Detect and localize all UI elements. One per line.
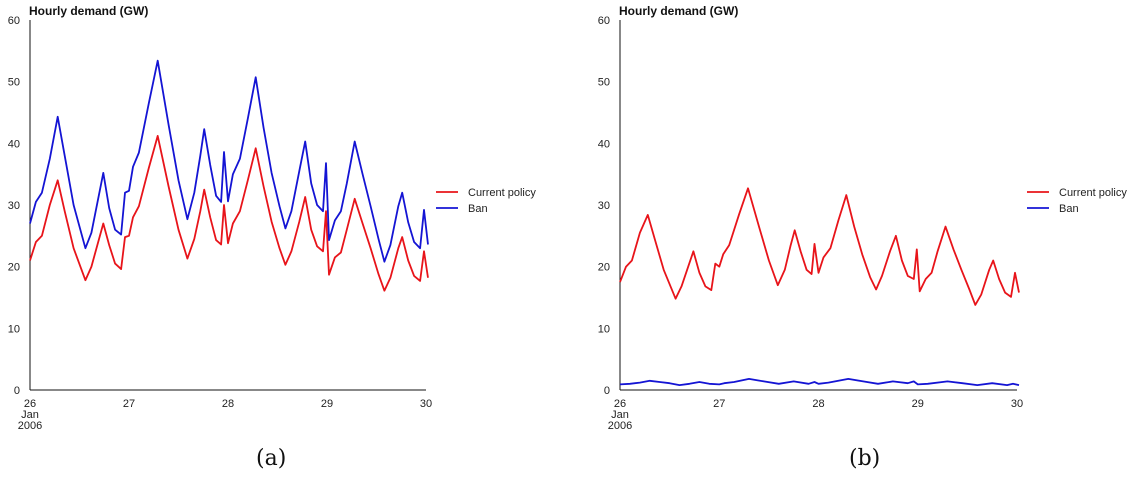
x-tick-label: 29 — [912, 398, 924, 410]
legend-label: Current policy — [1059, 187, 1127, 199]
chart-panel-a: Hourly demand (GW) 0 10 20 30 40 50 60 26 Jan 2006… — [8, 4, 537, 432]
x-tick-label: 26 Jan 2006 — [18, 398, 42, 432]
x-tick-label: 30 — [1011, 398, 1023, 410]
series-line-current-policy — [29, 135, 429, 292]
legend-label: Ban — [468, 203, 488, 215]
y-tick-label: 40 — [8, 138, 20, 150]
y-tick-label: 0 — [14, 385, 20, 397]
y-tick-label: 0 — [604, 385, 610, 397]
panel-b-caption: (b) — [849, 446, 881, 471]
x-tick-label: 30 — [420, 398, 432, 410]
y-tick-label: 20 — [8, 262, 20, 274]
panel-a-caption: (a) — [256, 446, 287, 471]
x-tick-label: 28 — [812, 398, 824, 410]
y-tick-label: 60 — [598, 15, 610, 27]
y-tick-label: 20 — [598, 262, 610, 274]
y-tick-label: 40 — [598, 138, 610, 150]
series-line-ban — [29, 59, 429, 263]
y-tick-label: 50 — [598, 77, 610, 89]
x-tick-label: 27 — [123, 398, 135, 410]
y-tick-label: 10 — [8, 323, 20, 335]
series-line-current-policy — [619, 187, 1020, 306]
y-tick-label: 30 — [8, 200, 20, 212]
series-line-ban — [619, 378, 1020, 386]
legend-label: Current policy — [468, 187, 536, 199]
legend-label: Ban — [1059, 203, 1079, 215]
y-tick-label: 50 — [8, 77, 20, 89]
x-tick-label: 29 — [321, 398, 333, 410]
legend: Current policy Ban — [1027, 187, 1127, 215]
legend: Current policy Ban — [436, 187, 536, 215]
chart-title: Hourly demand (GW) — [619, 4, 738, 18]
y-tick-label: 30 — [598, 200, 610, 212]
chart-panel-b: Hourly demand (GW) 0 10 20 30 40 50 60 26 Jan 2006… — [598, 4, 1128, 432]
x-tick-label: 28 — [222, 398, 234, 410]
x-tick-label: 27 — [713, 398, 725, 410]
chart-title: Hourly demand (GW) — [29, 4, 148, 18]
x-tick-label: 26 Jan 2006 — [608, 398, 632, 432]
y-tick-label: 10 — [598, 323, 610, 335]
y-tick-label: 60 — [8, 15, 20, 27]
